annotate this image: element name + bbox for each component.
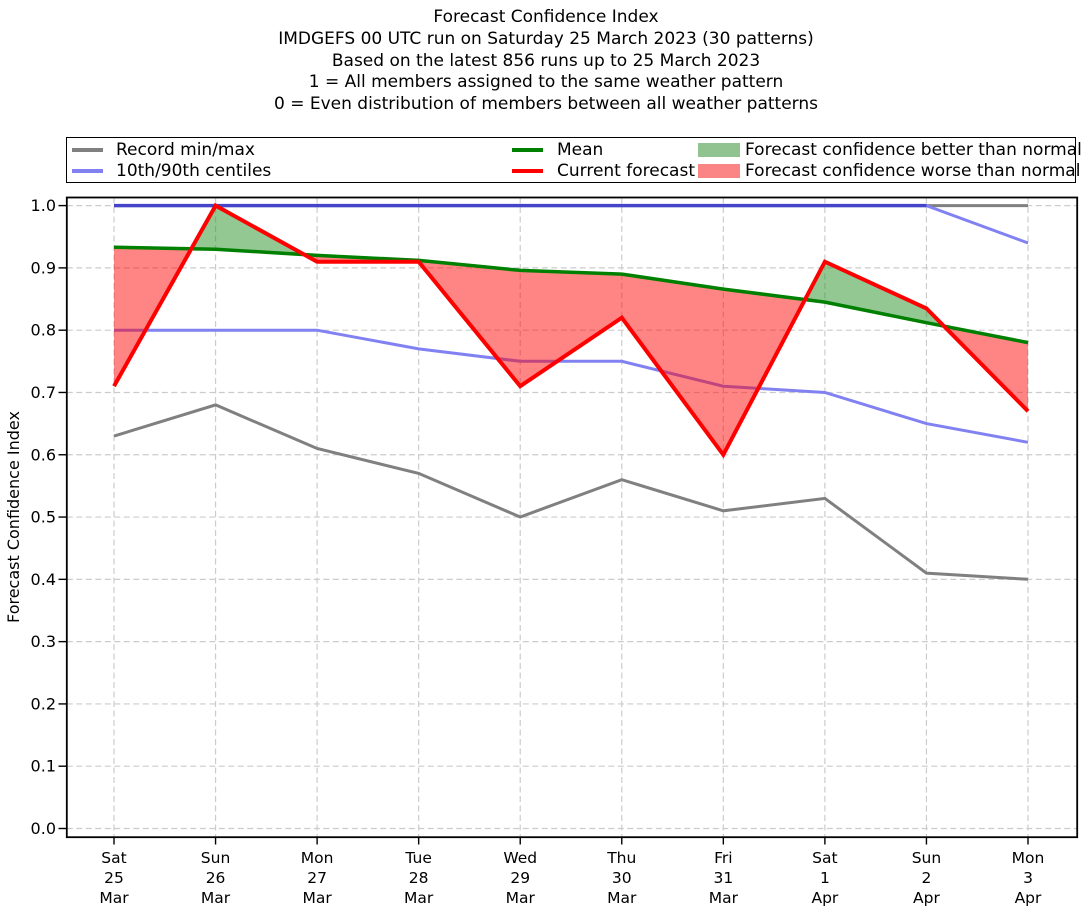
y-tick-label: 0.7	[31, 383, 56, 402]
chart-note-zero: 0 = Even distribution of members between…	[273, 94, 819, 115]
x-tick-label: Mon	[301, 849, 334, 867]
p10-line	[114, 328, 1029, 444]
x-tick-label: 2	[922, 869, 932, 887]
x-tick-label: Thu	[606, 849, 636, 867]
x-tick-label: Mar	[201, 889, 231, 907]
x-tick-label: Tue	[404, 849, 431, 867]
x-tick-label: Mar	[302, 889, 332, 907]
legend-item-record-minmax: Record min/max	[72, 140, 512, 160]
better-than-normal-fill	[114, 205, 1028, 343]
chart-title-block: Forecast Confidence Index IMDGEFS 00 UTC…	[0, 7, 1092, 116]
legend-label: 10th/90th centiles	[116, 161, 272, 181]
y-tick-label: 0.3	[31, 632, 56, 651]
x-tick-label: 27	[307, 869, 327, 887]
x-tick-label: 26	[206, 869, 226, 887]
x-tick-label: Sat	[101, 849, 126, 867]
y-tick-label: 0.9	[31, 258, 56, 277]
x-tick-label: 3	[1023, 869, 1033, 887]
y-tick-label: 0.4	[31, 570, 56, 589]
x-tick-label: Mar	[404, 889, 434, 907]
x-tick-label: Mon	[1012, 849, 1045, 867]
chart-subtitle-run: IMDGEFS 00 UTC run on Saturday 25 March …	[278, 28, 814, 49]
x-tick-label: Sun	[912, 849, 942, 867]
y-tick-label: 0.2	[31, 694, 56, 713]
record-minmax-line-swatch	[72, 148, 103, 152]
current-forecast-line	[112, 202, 1030, 459]
x-tick-label: 1	[820, 869, 830, 887]
legend-item-mean: Mean	[512, 140, 692, 160]
x-tick-label: 28	[409, 869, 429, 887]
centiles-line-swatch	[72, 169, 103, 173]
x-tick-label: 31	[713, 869, 733, 887]
chart-legend: Record min/max 10th/90th centiles Mean C…	[66, 137, 1082, 183]
x-tick-label: Apr	[811, 889, 838, 907]
x-tick-label: Apr	[1015, 889, 1042, 907]
x-tick-label: 25	[104, 869, 124, 887]
x-tick-label: 29	[510, 869, 530, 887]
legend-item-worse-than-normal: Forecast confidence worse than normal	[698, 161, 1080, 181]
legend-label: Current forecast	[557, 161, 696, 181]
worse-than-normal-patch-swatch	[698, 164, 740, 178]
x-tick-label: Mar	[99, 889, 129, 907]
record-min-line	[113, 403, 1029, 581]
mean-line-swatch	[512, 148, 543, 152]
y-tick-label: 0.0	[31, 819, 56, 838]
chart-subtitle-basis: Based on the latest 856 runs up to 25 Ma…	[331, 50, 761, 71]
legend-label: Record min/max	[116, 140, 255, 160]
x-tick-label: Fri	[714, 849, 732, 867]
legend-label: Forecast confidence worse than normal	[745, 161, 1081, 181]
x-tick-label: Mar	[506, 889, 536, 907]
legend-label: Mean	[557, 140, 604, 160]
legend-item-better-than-normal: Forecast confidence better than normal	[698, 140, 1082, 160]
better-than-normal-patch-swatch	[698, 143, 740, 157]
x-tick-label: Wed	[503, 849, 537, 867]
x-tick-label: 30	[612, 869, 632, 887]
x-tick-label: Mar	[709, 889, 739, 907]
legend-item-current-forecast: Current forecast	[512, 161, 696, 181]
chart-note-one: 1 = All members assigned to the same wea…	[308, 72, 784, 93]
y-tick-label: 0.5	[31, 508, 56, 527]
y-tick-label: 1.0	[31, 196, 56, 215]
mean-line	[113, 245, 1029, 345]
current-forecast-line-swatch	[512, 169, 543, 173]
x-tick-label: Sun	[201, 849, 231, 867]
x-tick-label: Apr	[913, 889, 940, 907]
y-axis-title: Forecast Confidence Index	[4, 411, 23, 623]
legend-label: Forecast confidence better than normal	[745, 140, 1082, 160]
y-tick-label: 0.1	[31, 757, 56, 776]
y-tick-label: 0.6	[31, 445, 56, 464]
y-tick-label: 0.8	[31, 321, 56, 340]
x-tick-label: Mar	[607, 889, 637, 907]
legend-item-centiles: 10th/90th centiles	[72, 161, 512, 181]
x-tick-label: Sat	[812, 849, 837, 867]
chart-title: Forecast Confidence Index	[433, 7, 659, 27]
